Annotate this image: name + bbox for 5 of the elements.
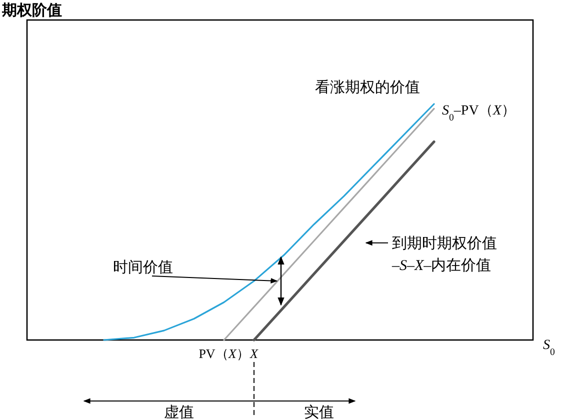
annotation: S$_{0}$ bbox=[543, 338, 555, 358]
annotation: 时间价值 bbox=[113, 260, 173, 276]
annotation: 期权阶值 bbox=[2, 3, 62, 19]
annotation: 实值 bbox=[304, 405, 334, 420]
annotation: 虚值 bbox=[164, 405, 194, 420]
